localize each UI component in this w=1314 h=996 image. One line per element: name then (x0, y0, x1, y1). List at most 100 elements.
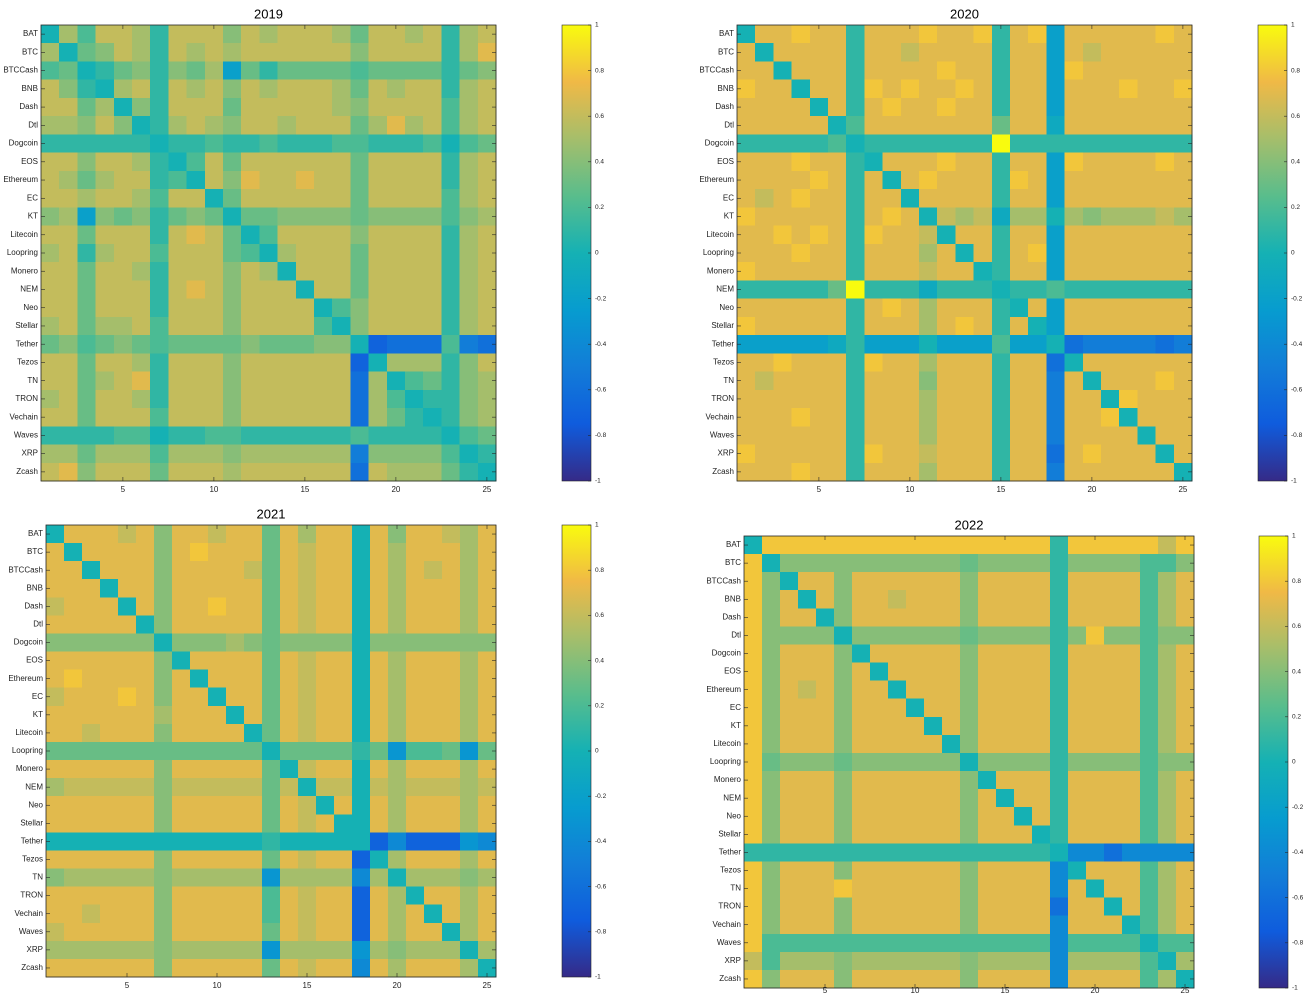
heatmap-cell (1176, 536, 1195, 555)
heatmap-cell (77, 207, 96, 227)
heatmap-cell (1122, 897, 1141, 917)
heatmap-cell (1119, 207, 1138, 227)
heatmap-cell (762, 554, 781, 573)
heatmap-cell (919, 280, 938, 299)
heatmap-cell (441, 298, 460, 318)
heatmap-cell (1101, 462, 1120, 482)
heatmap-cell (755, 262, 774, 281)
heatmap-cell (809, 116, 829, 135)
heatmap-cell (1086, 951, 1105, 971)
heatmap-cell (978, 626, 997, 645)
heatmap-cell (350, 207, 369, 227)
heatmap-cell (828, 316, 847, 336)
heatmap-cell (262, 778, 281, 797)
heatmap-cell (737, 152, 756, 172)
heatmap-cell (459, 79, 479, 99)
heatmap-cell (924, 536, 943, 555)
heatmap-cell (900, 207, 920, 227)
heatmap-cell (82, 651, 101, 671)
heatmap-cell (1158, 554, 1177, 573)
heatmap-cell (924, 572, 943, 591)
heatmap-cell (352, 778, 371, 797)
heatmap-cell (1137, 189, 1156, 208)
heatmap-cell (386, 134, 406, 154)
heatmap-cell (316, 958, 335, 978)
heatmap-cell (136, 543, 155, 562)
heatmap-cell (1032, 680, 1051, 700)
heatmap-cell (882, 298, 902, 318)
heatmap-cell (798, 752, 817, 772)
heatmap-cell (780, 698, 799, 718)
heatmap-cell (77, 444, 96, 464)
heatmap-cell (1014, 771, 1033, 790)
heatmap-cell (150, 207, 169, 227)
heatmap-cell (204, 152, 224, 172)
heatmap-cell (1028, 408, 1047, 427)
heatmap-cell (460, 705, 479, 725)
heatmap-cell (816, 789, 835, 808)
y-tick-label: EC (723, 193, 734, 202)
heatmap-cell (59, 79, 78, 99)
heatmap-cell (1137, 426, 1156, 445)
heatmap-cell (978, 879, 997, 898)
heatmap-cell (262, 669, 281, 689)
heatmap-cell (955, 116, 974, 135)
heatmap-cell (190, 868, 209, 887)
heatmap-cell (1032, 716, 1051, 736)
heatmap-cell (852, 969, 871, 989)
heatmap-cell (900, 426, 920, 445)
heatmap-cell (59, 134, 78, 154)
heatmap-cell (791, 408, 811, 427)
heatmap-cell (809, 189, 829, 208)
heatmap-cell (828, 25, 847, 44)
heatmap-cell (773, 97, 792, 117)
y-tick-label: Waves (19, 927, 43, 936)
heatmap-cell (737, 97, 756, 117)
heatmap-cell (1101, 389, 1120, 409)
heatmap-cell (208, 597, 227, 616)
heatmap-cell (1119, 280, 1138, 299)
colorbar-tick-label: 0.6 (595, 612, 604, 619)
heatmap-cell (41, 316, 60, 336)
heatmap-cell (100, 705, 119, 725)
heatmap-cell (888, 825, 907, 844)
colorbar-tick-label: -0.8 (595, 929, 607, 936)
heatmap-cell (204, 97, 224, 117)
heatmap-cell (95, 243, 115, 263)
heatmap-cell (244, 868, 263, 887)
heatmap-cell (459, 335, 479, 354)
heatmap-cell (955, 462, 974, 482)
heatmap-cell (352, 651, 371, 671)
heatmap-cell (1050, 951, 1069, 971)
heatmap-cell (442, 778, 461, 797)
heatmap-cell (1101, 335, 1120, 354)
heatmap-cell (900, 280, 920, 299)
heatmap-cell (95, 389, 115, 409)
heatmap-cell (978, 590, 997, 609)
heatmap-cell (1173, 25, 1193, 44)
heatmap-cell (280, 705, 299, 725)
heatmap-cell (334, 687, 353, 707)
heatmap-cell (1082, 316, 1102, 336)
heatmap-cell (113, 170, 133, 190)
heatmap-cell (737, 444, 756, 464)
heatmap-cell (77, 97, 96, 117)
heatmap-cell (762, 951, 781, 971)
heatmap-cell (991, 353, 1011, 372)
heatmap-cell (1104, 680, 1123, 700)
heatmap-cell (441, 170, 460, 190)
heatmap-cell (298, 669, 317, 689)
heatmap-cell (888, 789, 907, 808)
heatmap-cell (924, 752, 943, 772)
heatmap-cell (59, 444, 78, 464)
heatmap-cell (277, 43, 297, 62)
heatmap-cell (1140, 680, 1159, 700)
heatmap-cell (744, 590, 763, 609)
y-tick-label: BTCCash (3, 66, 38, 75)
heatmap-cell (244, 904, 263, 924)
heatmap-cell (852, 716, 871, 736)
heatmap-cell (64, 868, 83, 887)
heatmap-cell (226, 850, 245, 869)
heatmap-cell (906, 789, 925, 808)
y-tick-label: Loopring (710, 757, 741, 766)
